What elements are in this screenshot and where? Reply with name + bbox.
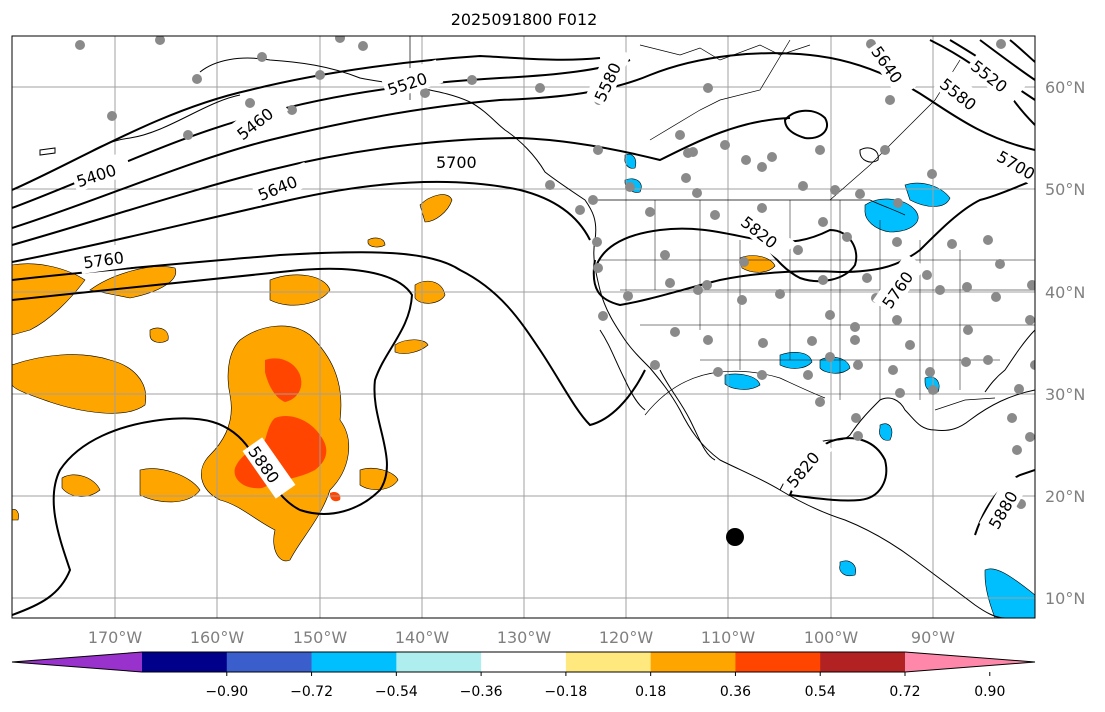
colorbar-tick-label: 0.54 — [805, 684, 836, 700]
colorbar-tick-label: 0.90 — [974, 684, 1005, 700]
colorbar-segment — [820, 652, 906, 672]
colorbar-segment — [142, 652, 228, 672]
lon-label: 140°W — [395, 628, 450, 647]
colorbar-tick-label: −0.18 — [544, 684, 587, 700]
colorbar-extend-low — [12, 652, 142, 672]
colorbar-segment — [735, 652, 821, 672]
station-markers — [75, 36, 1035, 509]
colorbar-tick-label: −0.36 — [460, 684, 503, 700]
colorbar-tick-label: 0.36 — [720, 684, 751, 700]
colorbar-segment — [311, 652, 397, 672]
gridlines — [12, 36, 1035, 618]
colorbar-segment — [226, 652, 313, 672]
lat-label: 20°N — [1045, 487, 1085, 506]
colorbar-segment — [396, 652, 482, 672]
colorbar-segment — [481, 652, 567, 672]
lon-label: 100°W — [804, 628, 859, 647]
colorbar-tick-label: 0.18 — [635, 684, 666, 700]
colorbar-tick-label: −0.90 — [205, 684, 248, 700]
colorbar-segment — [650, 652, 736, 672]
lon-label: 160°W — [190, 628, 245, 647]
lon-label: 110°W — [701, 628, 756, 647]
negative-anomaly-fill — [624, 153, 1035, 618]
plot-title: 2025091800 F012 — [450, 10, 598, 29]
lon-labels: 170°W 160°W 150°W 140°W 130°W 120°W 110°… — [88, 628, 955, 647]
colorbar-outline — [11, 651, 1036, 673]
map-frame — [11, 35, 1036, 619]
lat-label: 60°N — [1045, 78, 1085, 97]
lat-label: 40°N — [1045, 283, 1085, 302]
colorbar-tick-label: −0.54 — [375, 684, 418, 700]
colorbar-extend-high — [905, 652, 1035, 672]
colorbar: −0.90 −0.72 −0.54 −0.36 −0.18 0.18 0.36 0.54 0.7… — [11, 651, 1036, 700]
lat-label: 10°N — [1045, 589, 1085, 608]
colorbar-tick-label: −0.72 — [290, 684, 333, 700]
lon-label: 120°W — [599, 628, 654, 647]
lon-label: 90°W — [911, 628, 955, 647]
colorbar-segment — [565, 652, 652, 672]
lon-label: 150°W — [293, 628, 348, 647]
lon-label: 130°W — [497, 628, 552, 647]
lon-label: 170°W — [88, 628, 143, 647]
lat-label: 50°N — [1045, 180, 1085, 199]
lat-label: 30°N — [1045, 385, 1085, 404]
colorbar-tick-label: 0.72 — [889, 684, 920, 700]
large-black-marker — [726, 528, 744, 546]
contour-label: 5700 — [436, 153, 477, 172]
lat-labels: 10°N 20°N 30°N 40°N 50°N 60°N — [1045, 78, 1085, 608]
